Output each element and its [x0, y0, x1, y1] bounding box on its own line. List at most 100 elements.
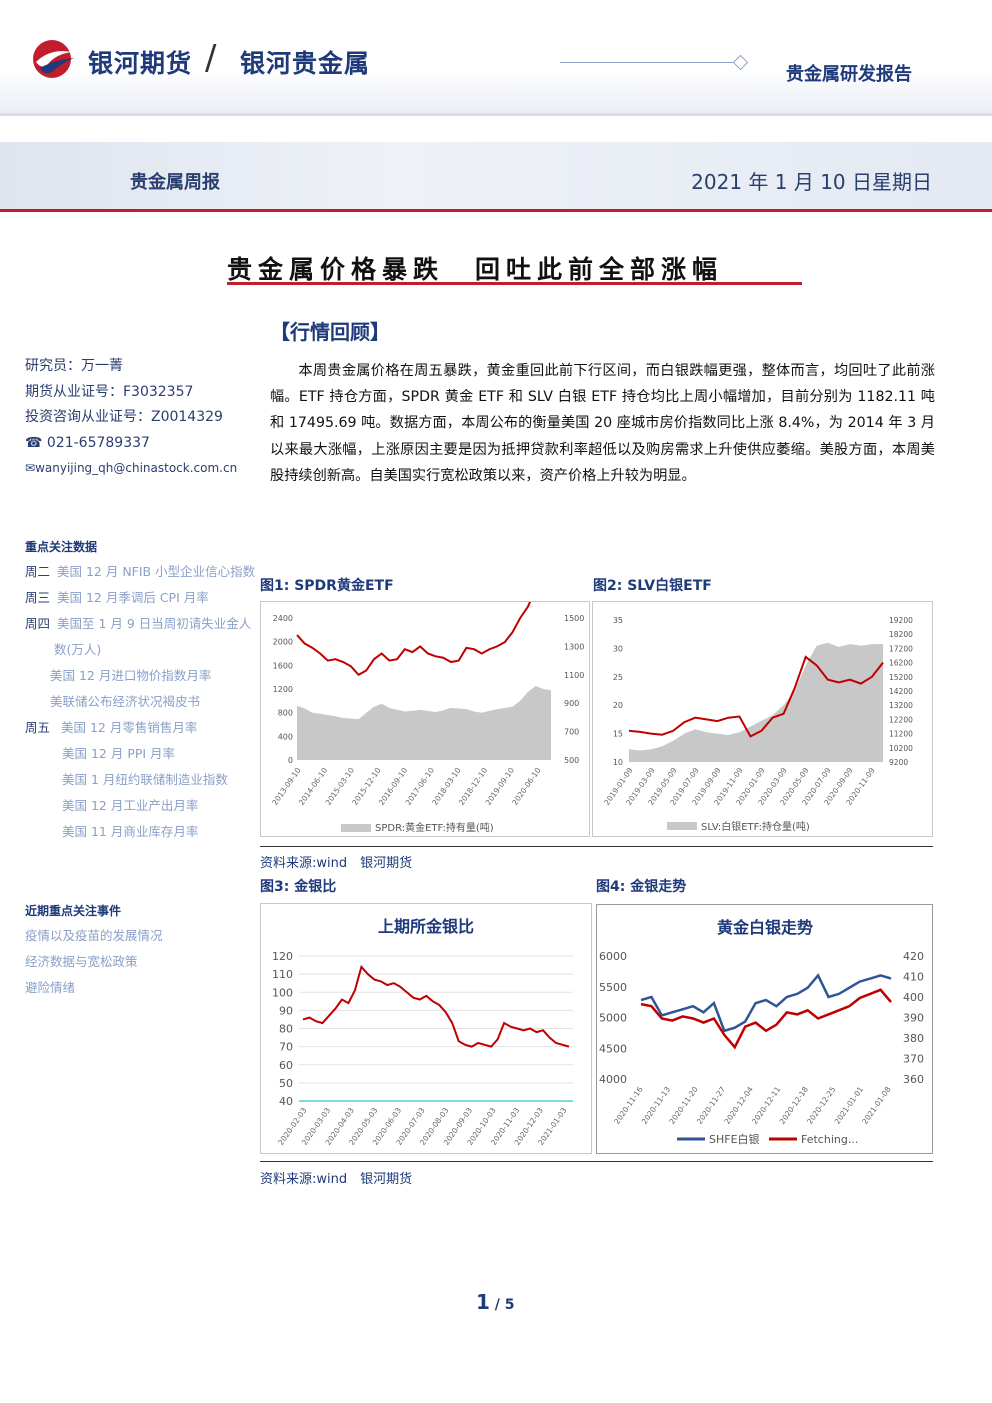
series-line [302, 964, 570, 1048]
title-underline [227, 282, 802, 285]
y-tick-label: 18200 [889, 630, 913, 639]
series-line [628, 655, 884, 738]
y-tick-label: 700 [564, 728, 579, 737]
page-number: 1 / 5 [476, 1290, 515, 1314]
y-tick-label: 2000 [273, 638, 293, 647]
y-tick-label: 110 [272, 968, 293, 981]
series-line [296, 562, 552, 677]
series-line [640, 973, 892, 1033]
list-item: 周五 美国 12 月零售销售月率 [25, 720, 198, 735]
chart-gold-silver-trend: 黄金白银走势 6000 5500 5000 4500 4000 420 410 400 390 38… [596, 904, 933, 1154]
x-tick-label: 2021-01-08 [860, 1085, 893, 1126]
y-tick-label: 17200 [889, 644, 913, 653]
list-item: 美国 12 月 PPI 月率 [62, 746, 176, 761]
y-tick-label: 6000 [599, 950, 627, 963]
y-tick-label: 10200 [889, 744, 913, 753]
chart-gold-silver-ratio: 上期所金银比 120 110 100 90 80 70 60 50 40 2020-02-03 202… [260, 903, 592, 1154]
figure3-caption: 图3: 金银比 [260, 879, 337, 895]
list-item: 避险情绪 [25, 980, 76, 995]
y-tick-label: 80 [279, 1023, 293, 1036]
chart-title: 上期所金银比 [378, 917, 474, 936]
report-date: 2021 年 1 月 10 日星期日 [691, 170, 932, 194]
focus-data-list: 周二 美国 12 月 NFIB 小型企业信心指数 周三 美国 12 月季调后 CPI… [25, 559, 260, 845]
y-tick-label: 1500 [564, 614, 584, 623]
researcher: 研究员：万一菁 [25, 358, 123, 374]
source-note: 资料来源:wind 银河期货 [260, 856, 413, 871]
y-tick-label: 30 [613, 644, 623, 653]
divider [260, 1161, 933, 1162]
y-tick-label: 4500 [599, 1042, 627, 1055]
figure4-caption: 图4: 金银走势 [596, 879, 687, 895]
y-tick-label: 15 [613, 730, 623, 739]
figure2-caption: 图2: SLV白银ETF [593, 578, 712, 594]
y-tick-label: 16200 [889, 659, 913, 668]
figure1-caption: 图1: SPDR黄金ETF [260, 578, 394, 594]
y-tick-label: 370 [903, 1053, 924, 1066]
chart3-svg: 上期所金银比1201101009080706050402020-02-03202… [272, 917, 573, 1147]
email-address[interactable]: wanyijing_qh@chinastock.com.cn [35, 461, 238, 475]
futures-cert: 期货从业证号：F3032357 [25, 383, 194, 400]
list-item: 疫情以及疫苗的发展情况 [25, 928, 163, 943]
list-item: 美国 12 月工业产出月率 [62, 798, 199, 813]
y-tick-label: 900 [564, 699, 579, 708]
list-item: 美国 12 月进口物价指数月率 [50, 668, 212, 683]
legend-swatch [341, 824, 371, 832]
legend-label: SLV:白银ETF:持仓量(吨) [701, 820, 810, 833]
y-tick-label: 800 [278, 709, 293, 718]
series-area [297, 686, 551, 760]
list-item: 经济数据与宽松政策 [25, 954, 138, 969]
focus-data-heading: 重点关注数据 [25, 540, 98, 554]
subheader-red-rule [0, 209, 992, 212]
legend-label: SPDR:黄金ETF:持有量(吨) [375, 821, 494, 834]
y-tick-label: 1600 [273, 661, 293, 670]
y-tick-label: 19200 [889, 616, 913, 625]
galaxy-logo-icon [33, 40, 74, 78]
list-item: 周四 美国至 1 月 9 日当周初请失业金人 [25, 616, 252, 631]
y-tick-label: 400 [903, 991, 924, 1004]
y-tick-label: 4000 [599, 1073, 627, 1086]
y-tick-label: 60 [279, 1059, 293, 1072]
y-tick-label: 14200 [889, 687, 913, 696]
phone-line: ☎ 021-65789337 [25, 431, 260, 457]
y-tick-label: 1200 [273, 685, 293, 694]
list-item: 美联储公布经济状况褐皮书 [50, 694, 201, 709]
author-info: 研究员：万一菁 期货从业证号：F3032357 投资咨询从业证号：Z001432… [25, 354, 260, 482]
page-title: 贵金属价格暴跌 回吐此前全部涨幅 [227, 255, 724, 284]
events-heading: 近期重点关注事件 [25, 904, 122, 918]
y-tick-label: 50 [279, 1077, 293, 1090]
list-item: 周二 美国 12 月 NFIB 小型企业信心指数 [25, 564, 256, 579]
y-tick-label: 500 [564, 756, 579, 765]
list-item: 周三 美国 12 月季调后 CPI 月率 [25, 590, 209, 605]
y-tick-label: 390 [903, 1012, 924, 1025]
chart-title: 黄金白银走势 [717, 918, 813, 937]
brand-separator: / [205, 38, 217, 78]
y-tick-label: 11200 [889, 730, 913, 739]
y-tick-label: 35 [613, 616, 623, 625]
y-tick-label: 90 [279, 1004, 293, 1017]
phone-icon: ☎ [25, 434, 47, 451]
y-tick-label: 100 [272, 986, 293, 999]
subheader-band [0, 142, 992, 210]
legend-label: SHFE白银 [709, 1132, 760, 1146]
chart2-svg: 35 30 25 20 15 10 19200 18200 17200 16200 15200 142… [602, 616, 913, 833]
brand-name: 银河期货 [88, 49, 193, 78]
y-tick-label: 12200 [889, 715, 913, 724]
y-tick-label: 9200 [889, 758, 908, 767]
phone-number: 021-65789337 [46, 434, 150, 451]
y-tick-label: 25 [613, 673, 623, 682]
y-tick-label: 0 [288, 756, 293, 765]
legend-swatch [667, 822, 697, 830]
list-item: 数(万人) [54, 642, 102, 657]
y-tick-label: 400 [278, 732, 293, 741]
header-decoration-line [560, 62, 735, 63]
y-tick-label: 120 [272, 950, 293, 963]
y-tick-label: 10 [613, 758, 623, 767]
y-tick-label: 15200 [889, 673, 913, 682]
y-tick-label: 360 [903, 1073, 924, 1086]
invest-cert: 投资咨询从业证号：Z0014329 [25, 409, 223, 425]
header-band [0, 0, 992, 115]
legend-label: Fetching... [801, 1133, 858, 1146]
mail-icon: ✉ [25, 461, 36, 475]
email-line[interactable]: ✉wanyijing_qh@chinastock.com.cn [25, 456, 260, 482]
y-tick-label: 5000 [599, 1012, 627, 1025]
